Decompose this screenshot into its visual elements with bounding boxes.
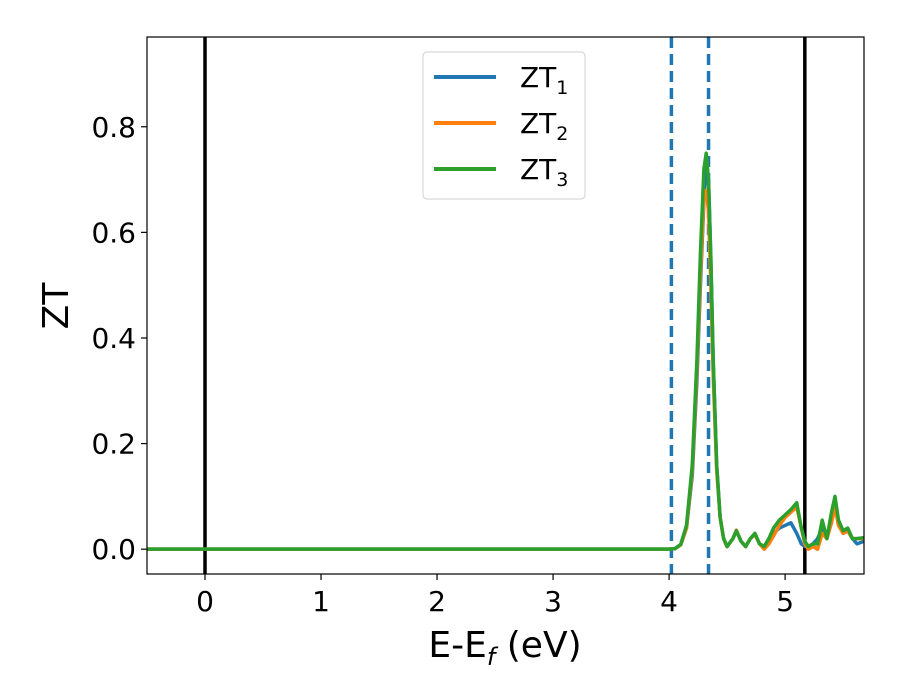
legend-label-3: ZT3 <box>520 153 568 191</box>
legend: ZT1 ZT2 ZT3 <box>422 51 586 200</box>
x-tick-label-2: 2 <box>428 585 446 618</box>
legend-label-1: ZT1 <box>520 61 568 99</box>
x-axis-ticks: 0 1 2 3 4 5 <box>196 574 794 618</box>
reference-lines <box>203 37 807 574</box>
x-axis-label: E-Ef (eV) <box>428 625 581 671</box>
x-axis-label-units: (eV) <box>495 625 581 666</box>
y-tick-label-2: 0.4 <box>91 322 136 355</box>
x-tick-label-5: 5 <box>776 585 794 618</box>
x-tick-label-3: 3 <box>544 585 562 618</box>
plot-frame <box>146 36 865 575</box>
x-axis-label-main: E-E <box>428 625 486 666</box>
y-tick-label-4: 0.8 <box>91 111 136 144</box>
x-tick-label-1: 1 <box>312 585 330 618</box>
x-tick-label-0: 0 <box>196 585 214 618</box>
y-tick-label-0: 0.0 <box>91 533 136 566</box>
series-line-3 <box>147 151 864 551</box>
y-axis-label: ZT <box>36 282 77 330</box>
y-tick-label-3: 0.6 <box>91 216 136 249</box>
legend-box <box>422 51 586 200</box>
series-group <box>147 151 864 551</box>
legend-label-2: ZT2 <box>520 107 568 145</box>
y-tick-label-1: 0.2 <box>91 428 136 461</box>
y-axis-ticks: 0.0 0.2 0.4 0.6 0.8 <box>91 111 147 566</box>
x-tick-label-4: 4 <box>660 585 678 618</box>
